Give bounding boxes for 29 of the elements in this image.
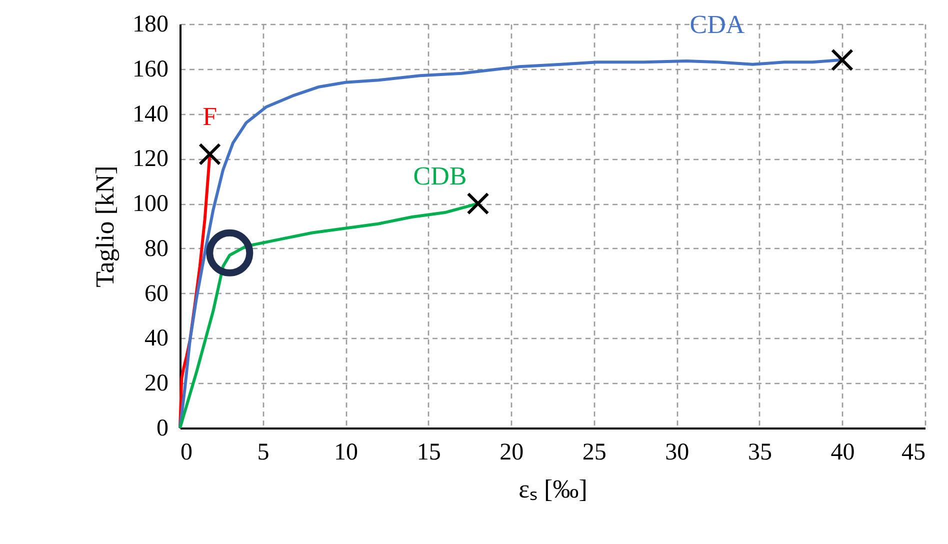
x-tick-label: 20 <box>500 440 524 466</box>
point <box>466 192 490 215</box>
y-tick-label: 40 <box>144 326 168 352</box>
y-tick-label: 20 <box>144 370 168 397</box>
x-axis-title: εₛ [‰] <box>518 474 588 504</box>
y-axis-title: Taglio [kN] <box>90 166 120 288</box>
y-tick-label: 120 <box>132 146 168 172</box>
series-label: F <box>202 102 218 132</box>
y-tick-label: 80 <box>144 236 168 262</box>
x-tick-label: 10 <box>334 440 358 466</box>
y-tick-label: 180 <box>132 12 168 38</box>
y-tick-label: 0 <box>156 416 168 442</box>
x-tick-label: 25 <box>582 440 606 466</box>
point <box>830 48 854 72</box>
y-tick-label: 140 <box>132 101 168 128</box>
x-tick-label: 15 <box>416 440 441 466</box>
x-tick-label: 45 <box>902 440 926 466</box>
point <box>206 229 254 276</box>
series-label: CDA <box>690 10 745 39</box>
series-label: CDB <box>413 162 467 191</box>
x-tick-label: 5 <box>257 440 270 466</box>
x-tick-label: 40 <box>830 440 855 466</box>
y-tick-label: 160 <box>132 56 168 82</box>
point <box>198 142 222 166</box>
x-tick-label: 0 <box>180 440 192 466</box>
x-tick-label: 30 <box>665 440 690 466</box>
x-tick-label: 35 <box>748 440 772 466</box>
y-tick-label: 100 <box>132 191 168 218</box>
y-tick-label: 60 <box>144 280 168 307</box>
